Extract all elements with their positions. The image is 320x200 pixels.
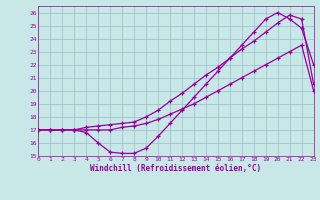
X-axis label: Windchill (Refroidissement éolien,°C): Windchill (Refroidissement éolien,°C): [91, 164, 261, 173]
